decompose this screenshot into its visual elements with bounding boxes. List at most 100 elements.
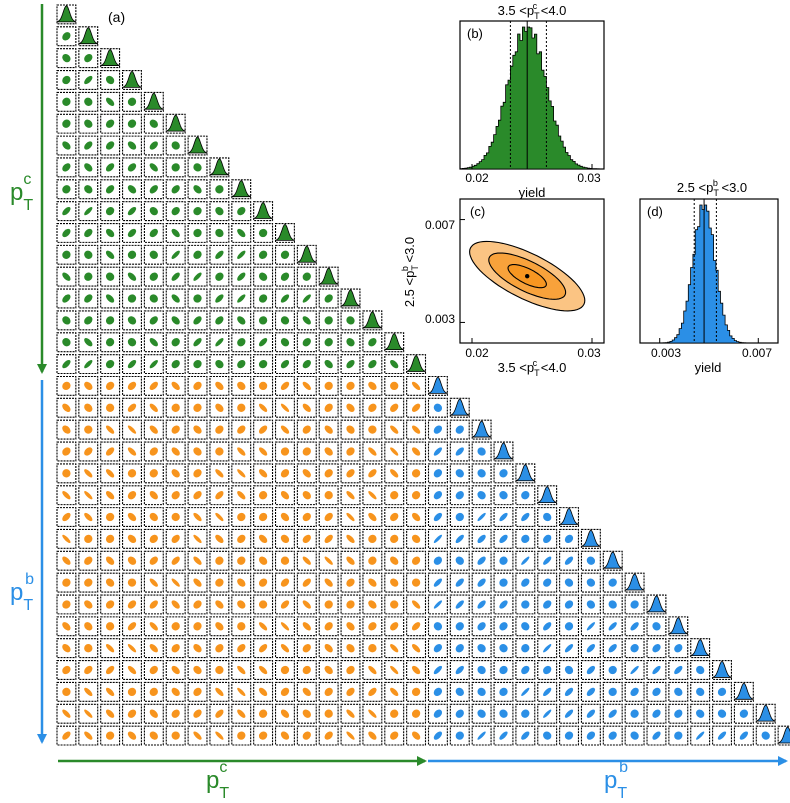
corner-cell [187,288,208,309]
corner-cell [384,463,405,484]
corner-cell [559,681,580,702]
corner-cell [406,550,427,571]
corner-cell [515,725,536,746]
corner-cell [449,485,470,506]
cell-correlation-ellipse [608,622,617,631]
cell-correlation-ellipse [105,447,115,456]
corner-cell [56,310,77,331]
cell-correlation-ellipse [390,665,399,675]
cell-correlation-ellipse [280,294,290,303]
cell-correlation-ellipse [586,731,596,740]
cell-correlation-ellipse [127,381,137,391]
cell-correlation-ellipse [127,644,137,653]
corner-cell [384,332,405,353]
cell-correlation-ellipse [127,338,137,347]
cell-correlation-ellipse [477,644,486,653]
cell-correlation-ellipse [215,687,224,697]
cell-correlation-ellipse [477,731,486,740]
cell-correlation-ellipse [302,512,311,522]
corner-cell [427,594,448,615]
corner-cell [362,354,383,375]
cell-correlation-ellipse [411,512,421,522]
corner-cell [56,70,77,90]
cell-correlation-ellipse [586,578,596,587]
corner-cell [143,397,164,418]
cell-correlation-ellipse [105,600,115,609]
corner-cell [537,638,558,659]
corner-cell [449,616,470,637]
corner-cell [78,157,99,178]
corner-cell [471,419,492,440]
cell-correlation-ellipse [608,578,617,587]
corner-cell [646,594,667,615]
cell-correlation-ellipse [652,687,661,697]
corner-cell [690,703,711,724]
cell-correlation-ellipse [411,644,421,653]
corner-cell [274,594,295,615]
corner-cell [624,638,645,659]
cell-correlation-ellipse [411,622,421,631]
cell-correlation-ellipse [171,512,180,522]
cell-histogram-peak [231,180,251,198]
corner-cell [427,681,448,702]
corner-cell [384,572,405,593]
cell-correlation-ellipse [193,359,202,369]
cell-correlation-ellipse [324,447,333,456]
corner-cell [471,572,492,593]
corner-cell [122,70,142,90]
cell-correlation-ellipse [411,578,421,587]
corner-cell [187,135,208,156]
cell-histogram-peak [428,376,448,394]
corner-cell [253,354,274,375]
cell-correlation-ellipse [324,491,333,500]
cell-correlation-ellipse [62,185,71,194]
corner-cell [471,616,492,637]
corner-cell [143,681,164,702]
corner-cell [143,725,164,746]
corner-cell [143,266,164,287]
cell-correlation-ellipse [215,206,224,216]
corner-cell [100,638,121,659]
cell-correlation-ellipse [171,403,180,412]
corner-cell [187,419,208,440]
cell-correlation-ellipse [62,600,71,609]
corner-cell [122,638,142,659]
cell-correlation-ellipse [215,338,224,347]
cell-correlation-ellipse [237,491,246,500]
cell-correlation-ellipse [193,425,202,434]
corner-cell [143,91,164,112]
cell-histogram-peak [668,617,688,635]
cell-correlation-ellipse [674,665,683,675]
corner-cell [362,550,383,571]
corner-cell [296,244,317,265]
corner-cell [187,266,208,287]
cell-correlation-ellipse [390,687,399,697]
corner-cell [493,550,514,571]
cell-correlation-ellipse [652,665,661,675]
cell-correlation-ellipse [171,644,180,653]
corner-cell [340,463,361,484]
corner-cell [471,441,492,462]
cell-correlation-ellipse [84,578,93,587]
corner-cell [100,594,121,615]
cell-correlation-ellipse [258,556,268,565]
corner-cell [362,507,383,528]
corner-cell [733,703,754,724]
cell-correlation-ellipse [193,185,202,194]
cell-correlation-ellipse [433,731,443,740]
cell-correlation-ellipse [390,381,399,391]
corner-cell [78,419,99,440]
cell-correlation-ellipse [171,731,180,740]
cell-correlation-ellipse [149,731,158,740]
corner-cell [318,703,339,724]
cell-histogram-peak [253,202,273,219]
cell-correlation-ellipse [105,687,115,697]
corner-cell [318,681,339,702]
corner-cell [56,222,77,243]
cell-correlation-ellipse [521,731,530,740]
cell-correlation-ellipse [215,403,224,412]
cell-correlation-ellipse [237,403,246,412]
corner-cell [187,681,208,702]
corner-cell [165,550,186,571]
corner-cell [56,266,77,287]
